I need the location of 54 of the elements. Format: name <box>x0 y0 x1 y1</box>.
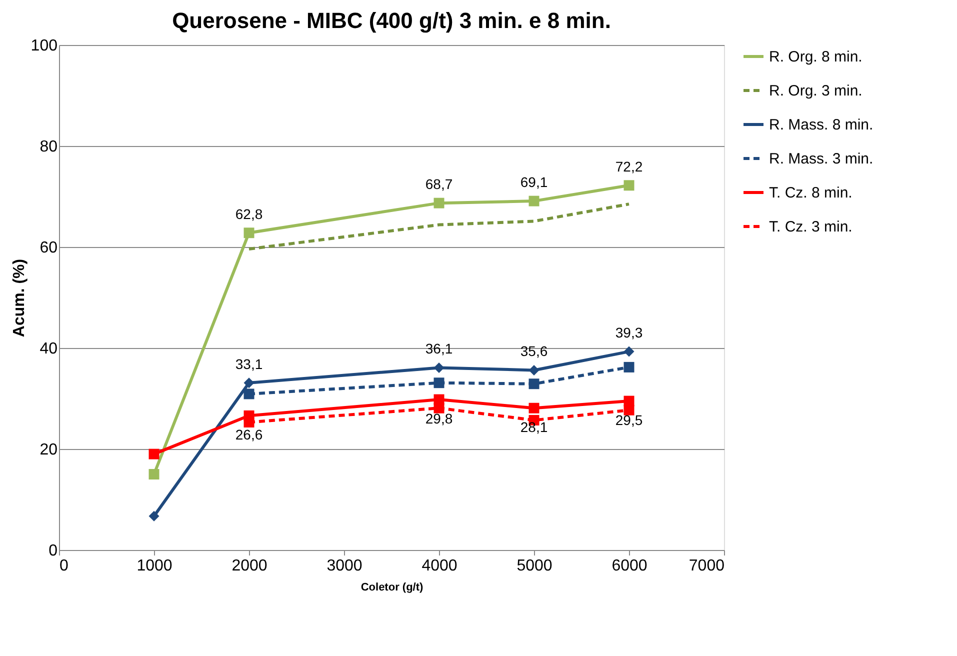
point <box>528 364 540 376</box>
x-tick-label: 5000 <box>516 558 552 574</box>
x-tick-label: 0 <box>60 558 68 574</box>
x-tick-label: 6000 <box>612 558 648 574</box>
y-tick-label: 40 <box>40 340 58 358</box>
data-label: 69,1 <box>520 174 548 190</box>
point <box>148 448 160 460</box>
x-tick-label: 2000 <box>232 558 268 574</box>
point <box>244 388 254 400</box>
y-tick-label: 80 <box>40 138 58 156</box>
data-label: 33,1 <box>235 356 263 372</box>
data-label: 62,8 <box>235 206 263 222</box>
x-tick-label: 1000 <box>136 558 172 574</box>
point <box>624 362 634 372</box>
data-label: 39,3 <box>615 324 643 341</box>
x-tick-label: 3000 <box>326 558 362 574</box>
point <box>624 180 634 191</box>
data-label: 36,1 <box>425 340 453 357</box>
y-axis-title: Acum. (%) <box>10 258 28 338</box>
x-axis-title: Coletor (g/t) <box>360 582 424 594</box>
y-tick-label: 20 <box>40 442 58 458</box>
point <box>148 510 160 522</box>
data-label: 28,1 <box>520 419 548 436</box>
point <box>624 346 634 357</box>
point <box>434 378 444 388</box>
legend-label: R. Org. 8 min. <box>769 48 862 66</box>
legend-label: R. Org. 3 min. <box>769 82 862 100</box>
point <box>434 362 444 373</box>
point <box>434 198 444 208</box>
x-tick-label: 4000 <box>422 558 458 574</box>
data-label: 29,5 <box>615 412 643 428</box>
point <box>528 402 540 414</box>
point <box>244 228 254 238</box>
y-tick-label: 60 <box>40 240 58 256</box>
data-label: 72,2 <box>615 158 643 174</box>
point <box>528 196 540 206</box>
point <box>244 378 254 388</box>
point <box>148 469 160 480</box>
legend-label: R. Mass. 3 min. <box>769 150 874 168</box>
legend-label: R. Mass. 8 min. <box>769 116 874 134</box>
chart-title: Querosene - MIBC (400 g/t) 3 min. e 8 min. <box>172 8 611 33</box>
data-label: 29,8 <box>425 410 453 427</box>
point <box>624 404 634 416</box>
point <box>244 416 254 428</box>
point <box>434 402 444 414</box>
legend-label: T. Cz. 8 min. <box>769 184 852 202</box>
data-label: 68,7 <box>425 176 453 192</box>
x-tick-label: 7000 <box>688 558 725 574</box>
point <box>528 378 540 390</box>
data-label: 26,6 <box>235 426 263 443</box>
legend-label: T. Cz. 3 min. <box>769 218 852 236</box>
y-tick-label: 0 <box>48 542 58 560</box>
y-tick-label: 100 <box>30 38 58 54</box>
data-label: 35,6 <box>520 343 548 360</box>
